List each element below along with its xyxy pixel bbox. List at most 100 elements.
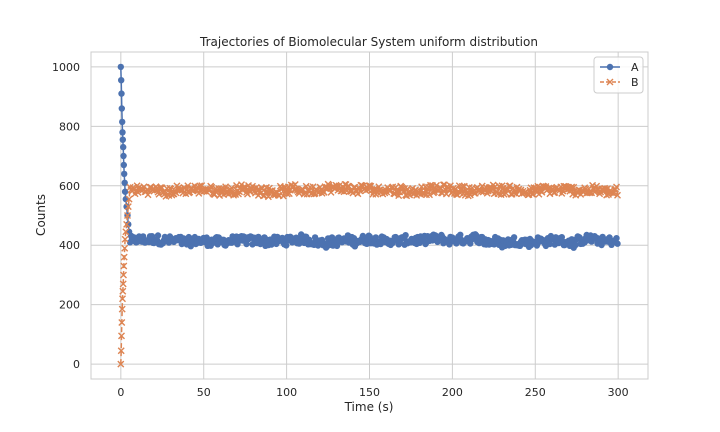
- data-point: [119, 118, 126, 126]
- y-tick-label: 800: [59, 120, 80, 133]
- y-tick-label: 0: [73, 358, 80, 371]
- data-point: [119, 129, 126, 136]
- data-point: [464, 192, 472, 200]
- data-point: [118, 319, 126, 326]
- data-point: [119, 287, 127, 295]
- series-B: [117, 180, 621, 368]
- data-point: [320, 188, 328, 196]
- y-tick-label: 1000: [52, 61, 80, 74]
- data-point: [377, 240, 384, 248]
- data-point: [333, 242, 341, 250]
- data-point: [426, 191, 433, 199]
- data-point: [602, 185, 610, 193]
- data-point: [356, 187, 364, 195]
- data-point: [478, 182, 486, 190]
- y-axis-label: Counts: [34, 194, 48, 236]
- data-point: [119, 136, 127, 143]
- x-tick-label: 150: [359, 386, 380, 399]
- legend-marker: [606, 63, 614, 71]
- data-point: [120, 253, 128, 261]
- data-point: [283, 242, 290, 249]
- y-tick-label: 400: [59, 239, 80, 252]
- data-point: [614, 191, 621, 199]
- series-layer: [117, 63, 621, 368]
- data-point: [121, 244, 129, 252]
- legend: AB: [593, 56, 644, 94]
- series-A: [117, 63, 621, 251]
- data-point: [120, 262, 128, 270]
- data-point: [119, 295, 126, 303]
- legend-box: [593, 56, 644, 94]
- data-point: [167, 185, 175, 193]
- data-point: [367, 182, 375, 190]
- data-point: [372, 234, 379, 241]
- data-point: [208, 183, 216, 191]
- data-point: [155, 190, 163, 198]
- x-tick-label: 200: [442, 386, 463, 399]
- data-point: [365, 182, 373, 190]
- data-point: [510, 234, 518, 241]
- data-point: [124, 203, 132, 211]
- x-tick-label: 250: [525, 386, 546, 399]
- data-point: [124, 212, 131, 219]
- legend-marker: [606, 78, 614, 86]
- data-point: [122, 195, 129, 203]
- legend-label: B: [631, 76, 639, 89]
- data-point: [122, 228, 130, 236]
- data-point: [535, 190, 543, 198]
- data-point: [613, 183, 620, 191]
- data-point: [264, 193, 272, 201]
- data-point: [119, 280, 127, 288]
- data-point: [512, 190, 520, 198]
- y-tick-label: 600: [59, 180, 80, 193]
- legend-item-B: B: [600, 76, 639, 89]
- data-point: [117, 360, 125, 368]
- data-point: [123, 220, 131, 228]
- data-point: [117, 347, 125, 355]
- y-tick-label: 200: [59, 299, 80, 312]
- data-point: [302, 182, 310, 190]
- data-point: [402, 232, 409, 239]
- data-point: [121, 170, 128, 178]
- data-point: [613, 235, 620, 242]
- data-point: [125, 195, 133, 203]
- data-point: [572, 241, 579, 248]
- data-point: [546, 240, 554, 248]
- x-tick-label: 300: [608, 386, 629, 399]
- data-point: [428, 184, 435, 191]
- data-point: [118, 77, 125, 84]
- data-point: [118, 90, 125, 97]
- legend-label: A: [631, 61, 639, 74]
- data-point: [154, 232, 162, 239]
- y-tick-labels: 0 200 400 600 800 1000: [52, 61, 80, 371]
- data-point: [118, 332, 125, 340]
- data-point: [117, 63, 125, 71]
- data-point: [255, 233, 262, 241]
- data-point: [121, 235, 129, 243]
- chart-title: Trajectories of Biomolecular System unif…: [199, 35, 538, 49]
- data-point: [120, 143, 127, 151]
- x-tick-labels: 0 50 100 150 200 250 300: [117, 386, 628, 399]
- data-point: [460, 182, 468, 190]
- x-tick-label: 100: [276, 386, 297, 399]
- x-axis-label: Time (s): [344, 400, 394, 414]
- data-point: [419, 189, 426, 197]
- data-point: [529, 190, 537, 198]
- data-point: [120, 161, 128, 169]
- data-point: [118, 305, 126, 313]
- data-point: [449, 184, 457, 192]
- data-point: [457, 231, 464, 238]
- x-tick-label: 50: [197, 386, 211, 399]
- data-point: [120, 152, 127, 160]
- data-point: [614, 240, 621, 247]
- data-point: [279, 192, 287, 200]
- data-point: [120, 271, 127, 279]
- data-point: [121, 179, 128, 186]
- legend-item-A: A: [600, 61, 639, 74]
- x-tick-label: 0: [117, 386, 124, 399]
- data-point: [243, 240, 250, 248]
- data-point: [121, 188, 129, 195]
- data-point: [118, 105, 126, 112]
- data-point: [359, 232, 367, 240]
